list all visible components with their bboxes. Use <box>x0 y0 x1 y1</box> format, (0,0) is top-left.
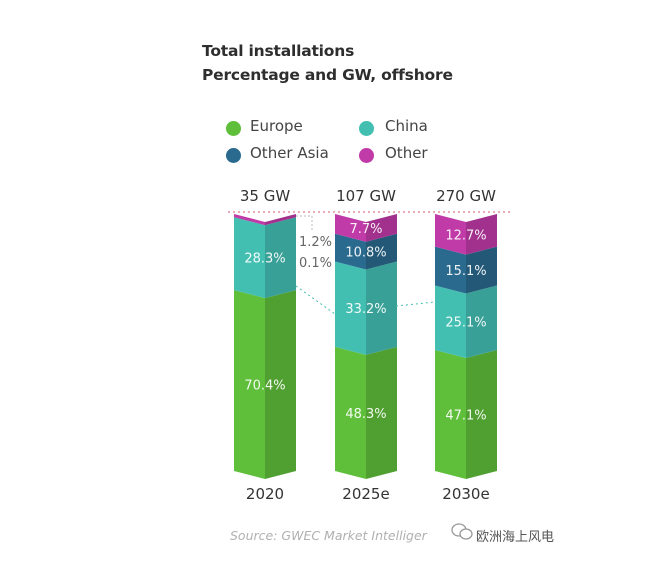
chat-bubble-icon <box>451 523 473 540</box>
bar-2025e-other-left-face <box>335 214 366 242</box>
bar-2025e-europe-left-face <box>335 346 366 479</box>
bar-2025e-other-right-face <box>366 214 397 242</box>
bar-2020-europe-right-face <box>265 290 296 479</box>
bar-2030e-other-left-face <box>435 214 466 255</box>
connector-line-china <box>295 285 336 315</box>
bar-2030e-europe-left-face <box>435 349 466 479</box>
bar-2025e-other-asia-left-face <box>335 233 366 270</box>
legend-swatch-other-asia <box>226 148 241 163</box>
legend-label-china: China <box>385 117 428 135</box>
bar-2025e-europe-right-face <box>366 346 397 479</box>
bar-2030e-china-left-face <box>435 285 466 358</box>
bar-2030e-europe-right-face <box>466 349 497 479</box>
data-label-2030e-other-asia: 15.1% <box>445 264 486 279</box>
bar-2030e-other-asia-left-face <box>435 246 466 294</box>
chart-subtitle: Percentage and GW, offshore <box>202 66 453 84</box>
bar-2025e-china-right-face <box>366 261 397 355</box>
total-label-2025e: 107 GW <box>336 187 396 205</box>
legend-swatch-china <box>359 121 374 136</box>
legend-label-other-asia: Other Asia <box>250 144 329 162</box>
legend-label-europe: Europe <box>250 117 303 135</box>
category-label-2030e: 2030e <box>442 485 489 503</box>
bar-2020-other-right-face <box>265 214 296 226</box>
bar-2020-other-left-face <box>234 214 265 226</box>
bar-2025e-other-asia-right-face <box>366 233 397 270</box>
data-label-2020-china: 28.3% <box>244 252 285 267</box>
data-label-2025e-europe: 48.3% <box>345 407 386 422</box>
chart-title: Total installations <box>202 42 355 60</box>
total-label-2030e: 270 GW <box>436 187 496 205</box>
bar-2020-other-asia-right-face <box>265 217 296 226</box>
legend-label-other: Other <box>385 144 428 162</box>
bar-2030e-china-right-face <box>466 285 497 358</box>
source-note: Source: GWEC Market Intelliger <box>230 528 427 543</box>
data-label-2030e-other: 12.7% <box>445 228 486 243</box>
data-label-2020-europe: 70.4% <box>244 379 285 394</box>
bar-2020-china-left-face <box>234 217 265 299</box>
bar-2020-europe-left-face <box>234 290 265 479</box>
data-label-2020-other-asia: 0.1% <box>299 256 332 271</box>
data-label-2025e-other: 7.7% <box>349 222 382 237</box>
legend-swatch-europe <box>226 121 241 136</box>
data-label-2020-other: 1.2% <box>299 235 332 250</box>
category-label-2025e: 2025e <box>342 485 389 503</box>
legend-swatch-other <box>359 148 374 163</box>
data-label-2030e-china: 25.1% <box>445 316 486 331</box>
total-label-2020: 35 GW <box>240 187 290 205</box>
leader-line-other <box>296 215 313 232</box>
connector-line-china-2 <box>395 301 436 307</box>
bar-2020-other-asia-left-face <box>234 217 265 226</box>
data-label-2025e-other-asia: 10.8% <box>345 246 386 261</box>
data-label-2030e-europe: 47.1% <box>445 408 486 423</box>
data-label-2025e-china: 33.2% <box>345 302 386 317</box>
bar-2025e-china-left-face <box>335 261 366 355</box>
category-label-2020: 2020 <box>246 485 284 503</box>
bar-2020-china-right-face <box>265 217 296 299</box>
watermark-text: 欧洲海上风电 <box>476 530 555 545</box>
bar-2030e-other-asia-right-face <box>466 246 497 294</box>
bar-2030e-other-right-face <box>466 214 497 255</box>
